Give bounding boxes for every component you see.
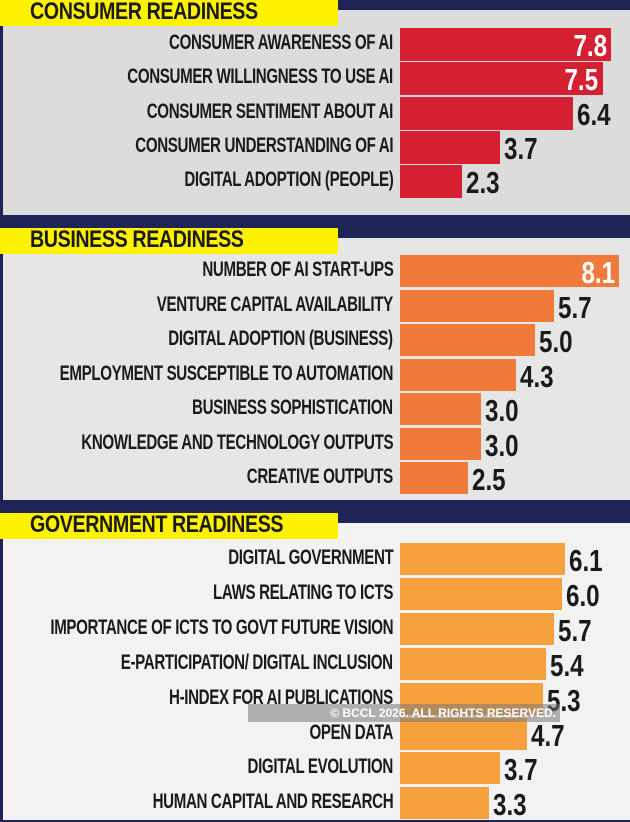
category-label: HUMAN CAPITAL AND RESEARCH <box>152 790 393 814</box>
bar <box>400 130 500 164</box>
bar <box>400 647 546 680</box>
data-label: 5.7 <box>557 289 592 325</box>
bar <box>400 577 562 610</box>
category-label: CONSUMER UNDERSTANDING OF AI <box>135 133 393 157</box>
category-label: E-PARTICIPATION/ DIGITAL INCLUSION <box>121 650 393 674</box>
group-title: CONSUMER READINESS <box>30 0 258 25</box>
bar <box>400 358 517 391</box>
data-label: 3.0 <box>485 393 519 428</box>
watermark: © BCCL 2026. ALL RIGHTS RESERVED. <box>248 704 560 722</box>
category-label: DIGITAL ADOPTION (PEOPLE) <box>183 168 393 192</box>
category-label: LAWS RELATING TO ICTS <box>212 580 393 604</box>
bar <box>400 462 468 494</box>
bar <box>400 255 619 287</box>
category-label: DIGITAL ADOPTION (BUSINESS) <box>168 327 394 350</box>
category-label: EMPLOYMENT SUSCEPTIBLE TO AUTOMATION <box>59 361 394 385</box>
government-readiness-header: GOVERNMENT READINESS <box>0 511 338 539</box>
group-title: GOVERNMENT READINESS <box>30 511 284 538</box>
bar <box>400 96 573 130</box>
category-label: IMPORTANCE OF ICTS TO GOVT FUTURE VISION <box>50 615 393 639</box>
data-label: 3.7 <box>503 130 538 166</box>
data-label: 7.5 <box>564 62 599 98</box>
bar <box>400 612 554 645</box>
consumer-readiness-header: CONSUMER READINESS <box>0 0 338 26</box>
data-label: 2.5 <box>471 462 506 497</box>
bar <box>400 543 565 575</box>
data-label: 5.0 <box>539 324 573 359</box>
data-label: 5.7 <box>557 612 592 648</box>
bar <box>400 28 611 61</box>
category-label: H-INDEX FOR AI PUBLICATIONS <box>169 685 393 709</box>
bar <box>400 752 500 785</box>
category-label: BUSINESS SOPHISTICATION <box>192 396 393 419</box>
data-label: 5.4 <box>549 647 584 683</box>
data-label: 3.7 <box>503 752 538 788</box>
bar <box>400 62 603 96</box>
group-title: BUSINESS READINESS <box>30 226 244 253</box>
data-label: 6.4 <box>576 96 611 132</box>
category-label: CONSUMER WILLINGNESS TO USE AI <box>127 65 393 89</box>
bar <box>400 393 481 425</box>
category-label: KNOWLEDGE AND TECHNOLOGY OUTPUTS <box>81 430 393 454</box>
bar <box>400 289 554 322</box>
data-label: 8.1 <box>581 255 615 290</box>
bar <box>400 324 535 356</box>
data-label: 4.7 <box>530 717 565 753</box>
category-label: DIGITAL EVOLUTION <box>247 755 394 779</box>
data-label: 2.3 <box>466 165 500 201</box>
data-label: 6.1 <box>568 543 603 578</box>
business-readiness-header: BUSINESS READINESS <box>0 226 338 254</box>
category-label: NUMBER OF AI START-UPS <box>201 258 394 281</box>
data-label: 3.3 <box>493 787 527 822</box>
category-label: DIGITAL GOVERNMENT <box>227 546 394 569</box>
data-label: 3.0 <box>485 427 519 463</box>
category-label: VENTURE CAPITAL AVAILABILITY <box>156 292 393 316</box>
category-label: CREATIVE OUTPUTS <box>246 465 393 488</box>
category-label: CONSUMER SENTIMENT ABOUT AI <box>146 99 394 123</box>
data-label: 4.3 <box>520 358 554 394</box>
bar <box>400 165 463 199</box>
bar <box>400 717 527 750</box>
data-label: 6.0 <box>566 577 600 613</box>
bar <box>400 787 490 820</box>
category-label: OPEN DATA <box>309 720 393 744</box>
bar <box>400 427 481 460</box>
category-label: CONSUMER AWARENESS OF AI <box>169 31 393 54</box>
data-label: 7.8 <box>572 28 607 63</box>
